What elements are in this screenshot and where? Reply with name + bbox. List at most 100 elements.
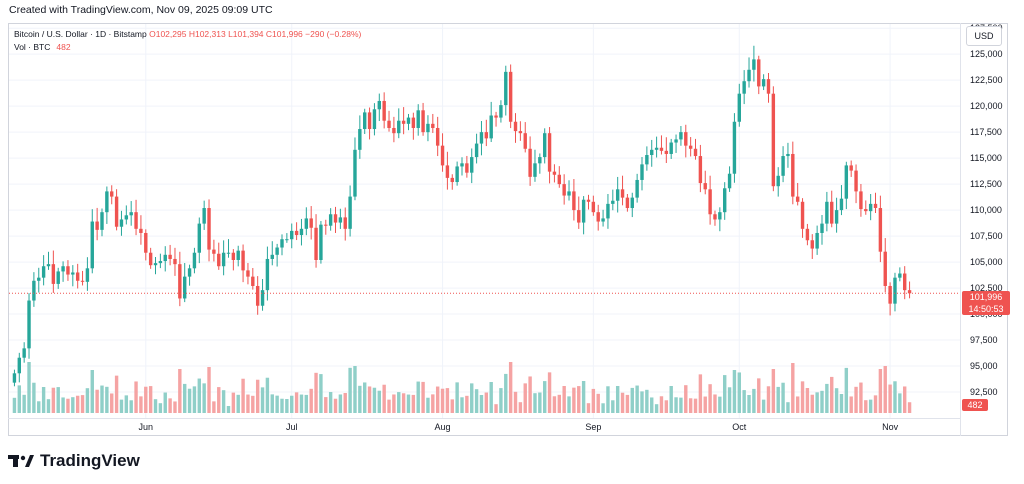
- candle-body: [839, 198, 844, 211]
- candle-body: [864, 209, 868, 212]
- candle-body: [713, 214, 717, 220]
- candle-body: [173, 258, 177, 265]
- volume-bar: [825, 383, 829, 413]
- volume-bar: [854, 386, 858, 413]
- candle-body: [820, 223, 824, 233]
- volume-bar: [246, 394, 250, 413]
- volume-bar: [440, 388, 445, 413]
- candle-body: [620, 189, 625, 198]
- candle-body: [494, 115, 498, 118]
- volume-bar: [183, 383, 187, 413]
- volume-bar: [504, 373, 508, 413]
- volume-label[interactable]: Vol · BTC: [14, 42, 51, 52]
- watermark-text: Created with TradingView.com, Nov 09, 20…: [9, 4, 273, 16]
- candle-body: [800, 201, 805, 229]
- price-tick-label: 92,500: [970, 387, 998, 397]
- volume-bar: [903, 386, 907, 413]
- volume-bar: [684, 385, 688, 413]
- volume-bar: [800, 381, 805, 413]
- volume-bar: [795, 396, 800, 413]
- volume-bar: [659, 396, 664, 413]
- candle-body: [645, 155, 649, 165]
- candle-body: [781, 156, 785, 176]
- candle-body: [440, 145, 445, 166]
- candle-body: [61, 266, 65, 272]
- candle-body: [888, 285, 892, 304]
- candle-body: [421, 110, 425, 133]
- candle-body: [119, 219, 124, 227]
- volume-bar: [217, 387, 221, 413]
- candle-body: [124, 215, 129, 220]
- candle-body: [153, 263, 158, 266]
- candle-body: [333, 214, 338, 223]
- candle-body: [562, 184, 566, 196]
- candle-body: [197, 223, 201, 253]
- candle-body: [168, 254, 172, 259]
- volume-bar: [489, 382, 493, 413]
- volume-bar: [309, 388, 313, 413]
- volume-bar: [56, 387, 60, 413]
- candle-body: [435, 127, 440, 146]
- volume-bar: [552, 396, 557, 413]
- volume-bar: [839, 394, 844, 413]
- candle-body: [611, 200, 615, 204]
- candle-body: [66, 266, 70, 275]
- tradingview-logo[interactable]: TradingView: [8, 451, 140, 471]
- candle-body: [674, 139, 678, 143]
- volume-bar: [124, 395, 129, 413]
- volume-bar: [757, 378, 761, 413]
- volume-bar: [304, 394, 309, 413]
- candle-body: [285, 239, 289, 241]
- volume-bar: [718, 396, 722, 413]
- volume-bar: [878, 369, 883, 413]
- candle-body: [183, 276, 187, 299]
- volume-bar: [513, 391, 518, 413]
- volume-bar: [27, 362, 31, 413]
- volume-bar: [727, 387, 732, 413]
- volume-bar: [494, 404, 498, 413]
- volume-bar: [484, 392, 489, 413]
- candle-body: [538, 157, 542, 164]
- volume-bar: [397, 392, 401, 413]
- volume-bar: [883, 366, 887, 413]
- volume-bar: [61, 397, 65, 413]
- volume-bar: [421, 381, 425, 413]
- volume-bar: [314, 372, 318, 413]
- volume-bar: [708, 384, 712, 413]
- volume-bar: [163, 392, 167, 413]
- volume-bar: [173, 401, 177, 413]
- candle-body: [625, 197, 630, 209]
- candle-body: [255, 285, 260, 306]
- chart-frame[interactable]: [8, 23, 1008, 436]
- price-tick-label: 112,500: [970, 179, 1002, 189]
- volume-bar: [893, 381, 897, 413]
- volume-bar: [338, 394, 343, 413]
- volume-bar: [547, 372, 552, 413]
- volume-bar: [22, 394, 26, 413]
- volume-bar: [474, 389, 479, 413]
- candle-body: [737, 93, 741, 122]
- candle-body: [635, 179, 639, 198]
- candle-body: [504, 71, 508, 106]
- candle-body: [187, 268, 192, 277]
- volume-bar: [90, 370, 94, 413]
- volume-bar: [698, 374, 703, 413]
- candle-body: [650, 149, 654, 156]
- candle-body: [679, 132, 683, 140]
- currency-button[interactable]: USD: [966, 26, 1002, 46]
- volume-bar: [71, 397, 75, 413]
- volume-bar: [328, 392, 333, 413]
- time-tick-label: Jul: [286, 422, 298, 432]
- candle-body: [878, 208, 883, 252]
- volume-bar: [791, 363, 795, 413]
- candle-body: [372, 109, 377, 130]
- time-axis-labels: Jun Jul Aug Sep Oct Nov: [139, 422, 899, 432]
- candle-body: [139, 228, 143, 233]
- volume-bar: [703, 396, 707, 413]
- volume-bar: [367, 386, 372, 413]
- volume-bar: [723, 375, 727, 413]
- volume-bar: [820, 390, 824, 413]
- symbol-label[interactable]: Bitcoin / U.S. Dollar · 1D · Bitstamp: [14, 29, 147, 39]
- candle-body: [309, 218, 313, 228]
